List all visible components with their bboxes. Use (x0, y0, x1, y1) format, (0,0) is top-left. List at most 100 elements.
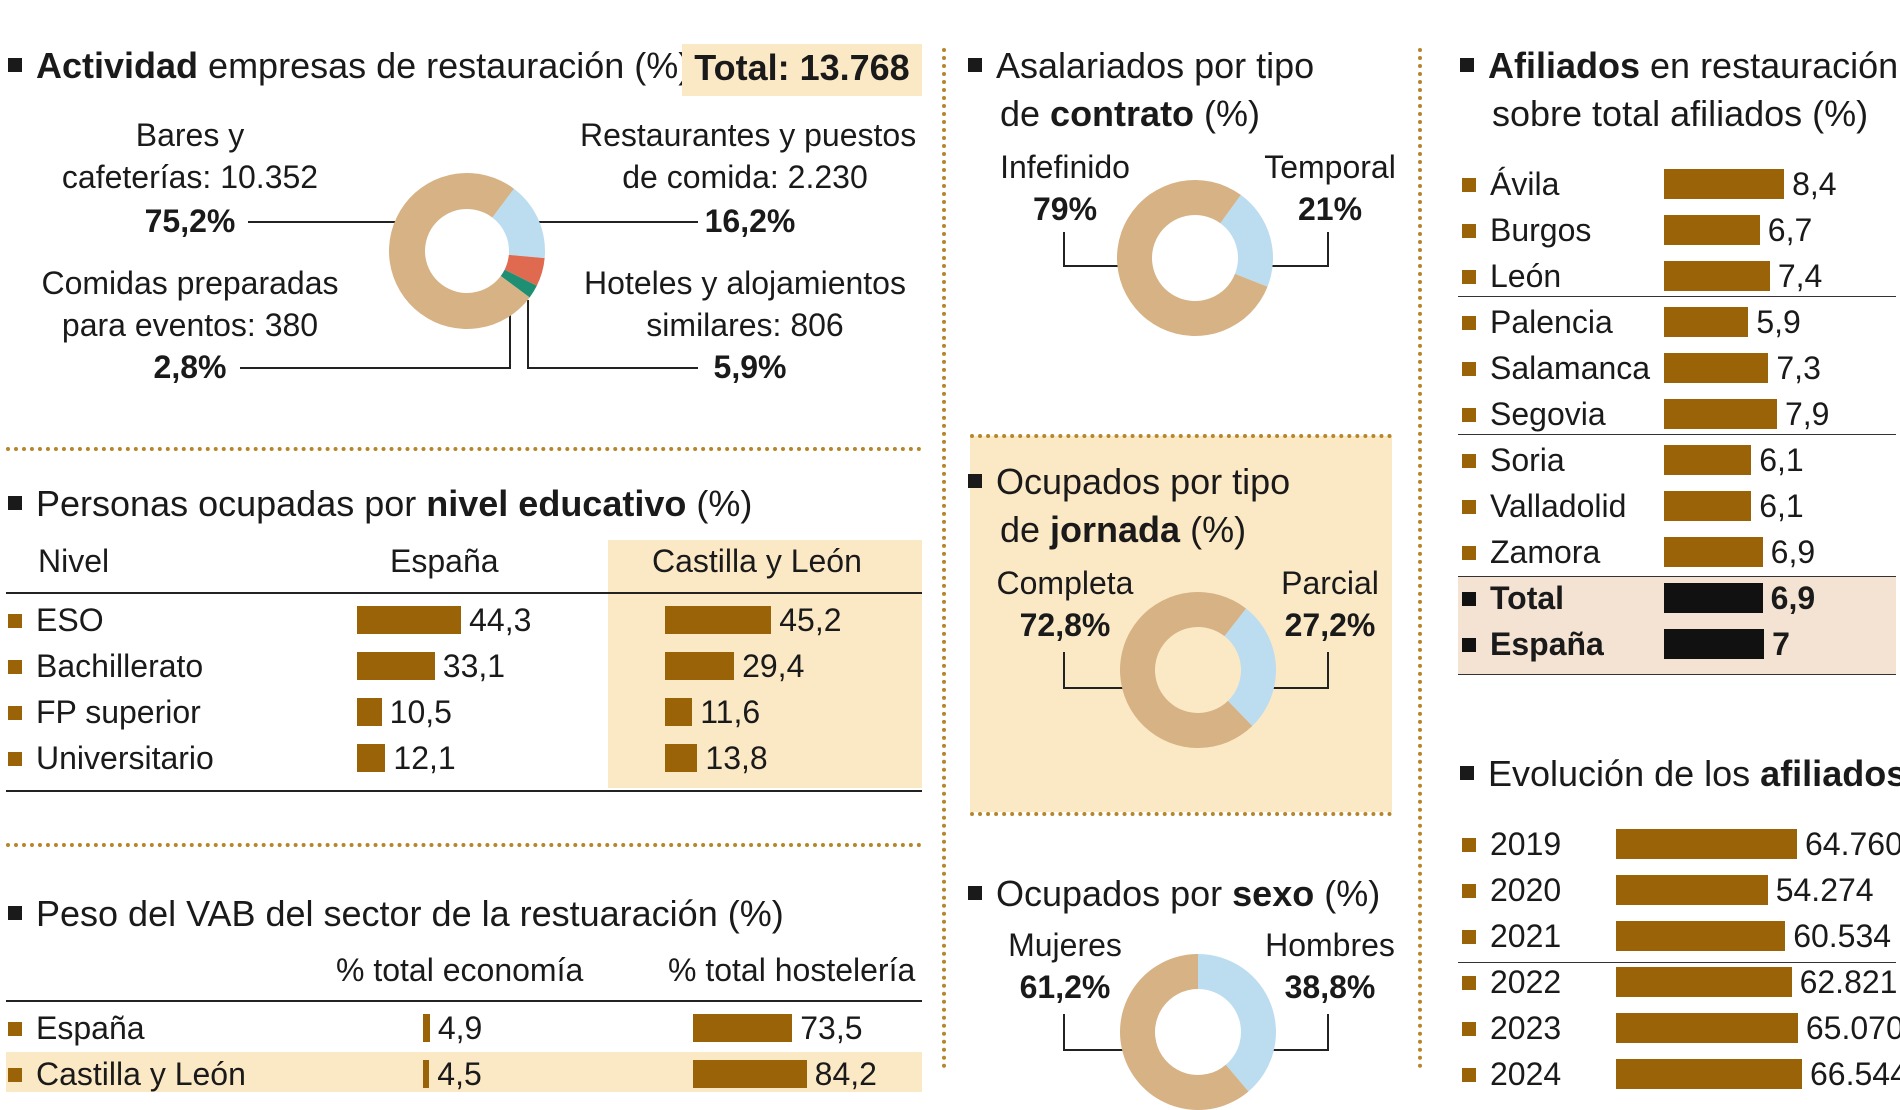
title-square-icon (8, 496, 22, 511)
slice-restaurantes (492, 188, 545, 259)
section-separator-1 (6, 447, 922, 451)
bar-espana (357, 606, 462, 634)
hoteles-label-2: similares: 806 (646, 307, 844, 343)
bar-cyl (665, 606, 772, 634)
title-square-icon (8, 906, 22, 921)
bar-cyl (665, 652, 735, 680)
afiliados-value: 6,1 (1759, 488, 1804, 524)
bullet-icon (1462, 837, 1476, 852)
bares-pct: 75,2% (144, 203, 236, 239)
bullet-icon (1462, 883, 1476, 898)
afiliados-bar (1664, 215, 1760, 245)
rest-label-1: Restaurantes y puestos (580, 117, 917, 153)
bullet-icon (1462, 407, 1476, 422)
afiliados-row-text: Total (1490, 580, 1565, 616)
afiliados-bar (1664, 537, 1763, 567)
vab-header-rule (6, 1000, 922, 1002)
col-nivel: Nivel (38, 543, 110, 579)
bullet-icon (8, 613, 22, 628)
sexo-left-label: Mujeres (1008, 927, 1122, 963)
edu-row-text: FP superior (36, 694, 201, 730)
bar-economia (423, 1014, 430, 1042)
afiliados-row-text: León (1490, 258, 1562, 294)
actividad-title: Actividad empresas de restauración (%) (8, 42, 690, 90)
col-cyl: Castilla y León (652, 543, 862, 579)
bullet-icon (1462, 177, 1476, 192)
col-espana: España (390, 543, 499, 579)
afiliados-row-label: Segovia (1462, 394, 1606, 434)
hoteles-pct: 5,9% (713, 349, 787, 385)
slice-hombres (1198, 954, 1276, 1092)
bottom-rule (6, 790, 922, 792)
afiliados-row-label: Valladolid (1462, 486, 1626, 526)
evolucion-row-label: 2021 (1462, 916, 1561, 956)
value-cyl: 13,8 (705, 740, 768, 776)
afiliados-bar (1664, 353, 1769, 383)
afiliados-row-label: León (1462, 256, 1561, 296)
evolucion-bar (1616, 875, 1768, 905)
section-separator-2 (6, 843, 922, 847)
jornada-top-dots (970, 434, 1392, 438)
afiliados-value: 5,9 (1756, 304, 1801, 340)
comidas-label-1: Comidas preparadas (41, 265, 339, 301)
edu-row-text: Bachillerato (36, 648, 204, 684)
afiliados-row-label: Burgos (1462, 210, 1591, 250)
sexo-left-pct: 61,2% (1019, 969, 1111, 1005)
bullet-icon (1462, 453, 1476, 468)
sexo-title: Ocupados por sexo (%) (968, 870, 1380, 918)
slice-comidas (500, 269, 537, 298)
bullet-icon (8, 1067, 22, 1082)
value-economia: 4,9 (437, 1010, 483, 1046)
vab-row-text: España (36, 1010, 145, 1046)
afiliados-row-text: Burgos (1490, 212, 1592, 248)
afiliados-row-text: Salamanca (1490, 350, 1651, 386)
rest-pct: 16,2% (704, 203, 796, 239)
title-square-icon (968, 886, 982, 901)
afiliados-row-text: Soria (1490, 442, 1565, 478)
bares-label-2: cafeterías: 10.352 (61, 159, 319, 195)
sexo-donut (1120, 954, 1276, 1110)
bullet-icon (1462, 269, 1476, 284)
comidas-label-2: para eventos: 380 (61, 307, 319, 343)
bullet-icon (8, 659, 22, 674)
afiliados-group-rule (1458, 674, 1896, 675)
afiliados-value: 6,9 (1770, 534, 1816, 570)
edu-row-label: Universitario (8, 738, 214, 778)
total-label: Total: 13.768 (694, 47, 910, 88)
asal-right-pct: 21% (1297, 191, 1363, 227)
edu-row-text: ESO (36, 602, 104, 638)
jornada-left-label: Completa (996, 565, 1134, 601)
title-square-icon (968, 58, 982, 73)
jornada-right-pct: 27,2% (1284, 607, 1376, 643)
asalariados-donut (1117, 180, 1273, 337)
evolucion-value: 62.821 (1799, 964, 1898, 1000)
afiliados-row-label: Palencia (1462, 302, 1613, 342)
slice-bares (389, 173, 530, 330)
col-economia: % total economía (336, 952, 584, 988)
bullet-icon (1462, 591, 1476, 606)
column-separator-2 (1418, 48, 1422, 1069)
comidas-pct: 2,8% (153, 349, 227, 385)
bullet-icon (1462, 1067, 1476, 1082)
evolucion-value: 65.070 (1805, 1010, 1900, 1046)
afiliados-bar (1664, 261, 1770, 291)
jornada-right-label: Parcial (1281, 565, 1379, 601)
evolucion-value: 66.544 (1810, 1056, 1900, 1092)
evolucion-row-text: 2019 (1490, 826, 1562, 862)
afiliados-row-label: Salamanca (1462, 348, 1650, 388)
bullet-icon (1462, 315, 1476, 330)
afiliados-bar (1664, 629, 1765, 659)
asal-left-label: Infefinido (1000, 149, 1130, 185)
hoteles-label-1: Hoteles y alojamientos (584, 265, 906, 301)
evolucion-bar (1616, 921, 1786, 951)
vab-title: Peso del VAB del sector de la restuaraci… (8, 890, 784, 938)
asal-right-label: Temporal (1264, 149, 1396, 185)
afiliados-title-1: Afiliados en restauración (1460, 42, 1898, 90)
afiliados-row-text: Zamora (1490, 534, 1601, 570)
evolucion-bar (1616, 967, 1792, 997)
evolucion-row-label: 2023 (1462, 1008, 1561, 1048)
bullet-icon (1462, 1021, 1476, 1036)
afiliados-row-label: Zamora (1462, 532, 1600, 572)
bar-cyl (665, 744, 698, 772)
col-hosteleria: % total hostelería (668, 952, 916, 988)
